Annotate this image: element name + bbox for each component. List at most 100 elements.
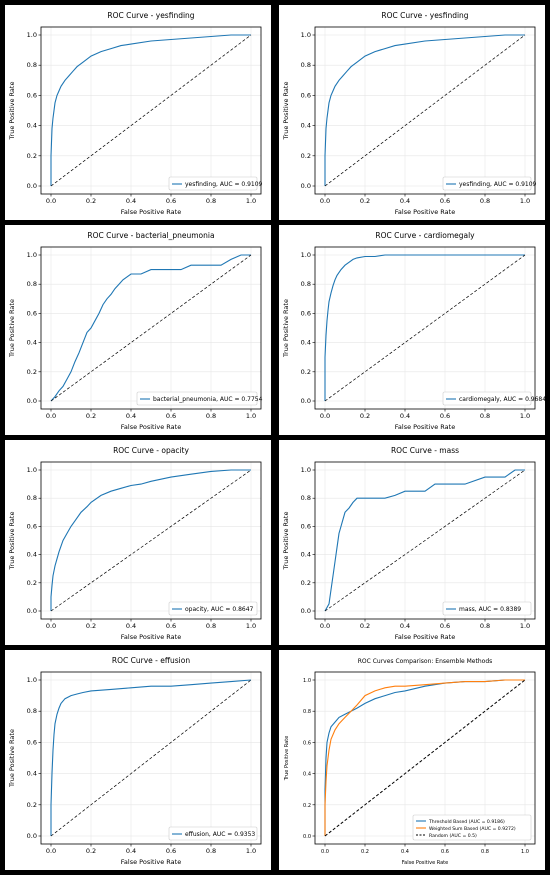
x-tick-label: 1.0	[246, 412, 256, 420]
y-tick-label: 0.2	[303, 803, 311, 809]
x-tick-label: 0.2	[86, 412, 96, 420]
legend-label: Threshold Based (AUC = 0.9186)	[428, 819, 505, 825]
y-axis-label: True Positive Rate	[282, 512, 290, 571]
y-axis-label: True Positive Rate	[8, 82, 16, 141]
x-tick-label: 0.8	[206, 197, 216, 205]
roc-chart-svg: ROC Curve - yesfinding 0.0 0.0 0.2 0.2 0.4 0.4…	[282, 11, 537, 216]
y-tick-label: 1.0	[27, 466, 37, 474]
plot-frame	[314, 26, 536, 195]
x-tick-label: 1.0	[520, 412, 530, 420]
y-tick-label: 0.4	[301, 551, 311, 559]
roc-panel-cardiomegaly: ROC Curve - cardiomegaly 0.0 0.0 0.2 0.2 0.4 0…	[279, 225, 545, 435]
roc-curve-line	[50, 254, 251, 402]
y-tick-label: 0.0	[27, 182, 37, 190]
y-tick-label: 0.0	[27, 397, 37, 405]
y-tick-label: 0.0	[27, 832, 37, 840]
plot-frame	[40, 26, 262, 195]
plot-frame	[40, 461, 262, 620]
y-tick-label: 1.0	[27, 251, 37, 259]
legend-box	[136, 391, 258, 406]
roc-panel-yesfinding-right: ROC Curve - yesfinding 0.0 0.0 0.2 0.2 0.4 0.4…	[279, 5, 545, 220]
x-tick-label: 0.6	[166, 847, 176, 855]
x-tick-label: 0.8	[206, 622, 216, 630]
roc-curve-line	[50, 679, 252, 836]
random-baseline-line	[324, 679, 526, 837]
x-tick-label: 0.0	[46, 412, 56, 420]
y-axis-label: True Positive Rate	[8, 729, 16, 788]
plot-frame	[40, 246, 262, 410]
legend-label: opacity, AUC = 0.8647	[185, 606, 254, 613]
y-tick-label: 0.8	[303, 709, 311, 715]
x-tick-label: 0.0	[46, 847, 56, 855]
x-tick-label: 0.6	[441, 849, 449, 855]
y-tick-label: 0.4	[27, 551, 37, 559]
x-tick-label: 1.0	[520, 197, 530, 205]
y-tick-label: 0.8	[301, 280, 311, 288]
y-axis-label: True Positive Rate	[282, 82, 290, 141]
y-tick-label: 0.8	[27, 61, 37, 69]
random-baseline-line	[50, 679, 252, 837]
y-tick-label: 0.2	[301, 368, 311, 376]
y-tick-label: 0.0	[27, 607, 37, 615]
y-tick-label: 0.0	[303, 834, 311, 840]
x-axis-label: False Positive Rate	[395, 423, 455, 431]
roc-chart-svg: ROC Curve - effusion 0.0 0.0 0.2 0.2 0.4 0.4 0.…	[8, 656, 262, 866]
x-tick-label: 0.4	[126, 197, 136, 205]
roc-curve-line	[324, 254, 525, 401]
roc-panel-ensemble-comparison: ROC Curves Comparison: Ensemble Methods 0…	[279, 650, 545, 870]
x-tick-label: 0.8	[480, 197, 490, 205]
x-tick-label: 0.6	[440, 412, 450, 420]
y-tick-label: 1.0	[27, 676, 37, 684]
legend-label: effusion, AUC = 0.9353	[185, 831, 255, 838]
x-tick-label: 0.0	[320, 412, 330, 420]
x-axis-label: False Positive Rate	[402, 860, 448, 866]
legend-box	[412, 814, 532, 841]
legend-label: bacterial_pneumonia, AUC = 0.7754	[153, 396, 263, 403]
x-tick-label: 1.0	[520, 622, 530, 630]
y-tick-label: 1.0	[301, 466, 311, 474]
x-tick-label: 0.2	[86, 197, 96, 205]
y-tick-label: 1.0	[27, 31, 37, 39]
legend-label: cardiomegaly, AUC = 0.9684	[459, 396, 545, 403]
y-axis-label: True Positive Rate	[284, 736, 290, 782]
roc-curve-line	[50, 469, 251, 611]
y-tick-label: 0.2	[301, 579, 311, 587]
random-baseline-line	[324, 254, 526, 402]
roc-panel-bacterial-pneumonia: ROC Curve - bacterial_pneumonia 0.0 0.0 0.2…	[5, 225, 271, 435]
x-axis-label: False Positive Rate	[395, 208, 455, 216]
x-tick-label: 0.4	[400, 622, 410, 630]
x-tick-label: 0.2	[360, 412, 370, 420]
roc-panel-effusion: ROC Curve - effusion 0.0 0.0 0.2 0.2 0.4 0.4 0.…	[5, 650, 271, 870]
legend-label: yesfinding, AUC = 0.9109	[185, 181, 263, 188]
random-baseline-line	[50, 34, 252, 187]
legend-box	[168, 601, 258, 616]
y-tick-label: 0.6	[27, 91, 37, 99]
x-tick-label: 1.0	[246, 847, 256, 855]
chart-title: ROC Curve - mass	[391, 446, 459, 455]
x-tick-label: 0.0	[46, 197, 56, 205]
roc-chart-svg: ROC Curve - mass 0.0 0.0 0.2 0.2 0.4 0.4 0.6 0.6…	[282, 446, 536, 641]
y-tick-label: 0.4	[27, 339, 37, 347]
legend-box	[168, 826, 258, 841]
y-tick-label: 1.0	[303, 678, 311, 684]
x-axis-label: False Positive Rate	[121, 633, 181, 641]
chart-title: ROC Curve - bacterial_pneumonia	[87, 231, 214, 240]
roc-chart-svg: ROC Curve - bacterial_pneumonia 0.0 0.0 0.2…	[8, 231, 263, 431]
legend-box	[442, 601, 532, 616]
y-tick-label: 0.4	[27, 770, 37, 778]
x-tick-label: 0.8	[480, 622, 490, 630]
y-tick-label: 0.2	[27, 801, 37, 809]
chart-title: ROC Curve - cardiomegaly	[375, 231, 475, 240]
roc-curve-line	[324, 679, 525, 836]
plot-frame	[40, 671, 262, 845]
chart-title: ROC Curve - yesfinding	[107, 11, 194, 20]
y-tick-label: 0.4	[301, 122, 311, 130]
y-tick-label: 0.8	[301, 61, 311, 69]
y-tick-label: 0.2	[27, 152, 37, 160]
x-axis-label: False Positive Rate	[121, 423, 181, 431]
roc-chart-svg: ROC Curve - yesfinding 0.0 0.0 0.2 0.2 0.4 0.4…	[8, 11, 263, 216]
y-tick-label: 0.0	[301, 607, 311, 615]
y-tick-label: 1.0	[301, 251, 311, 259]
roc-panel-mass: ROC Curve - mass 0.0 0.0 0.2 0.2 0.4 0.4 0.6 0.6…	[279, 440, 545, 645]
random-baseline-line	[50, 469, 252, 612]
